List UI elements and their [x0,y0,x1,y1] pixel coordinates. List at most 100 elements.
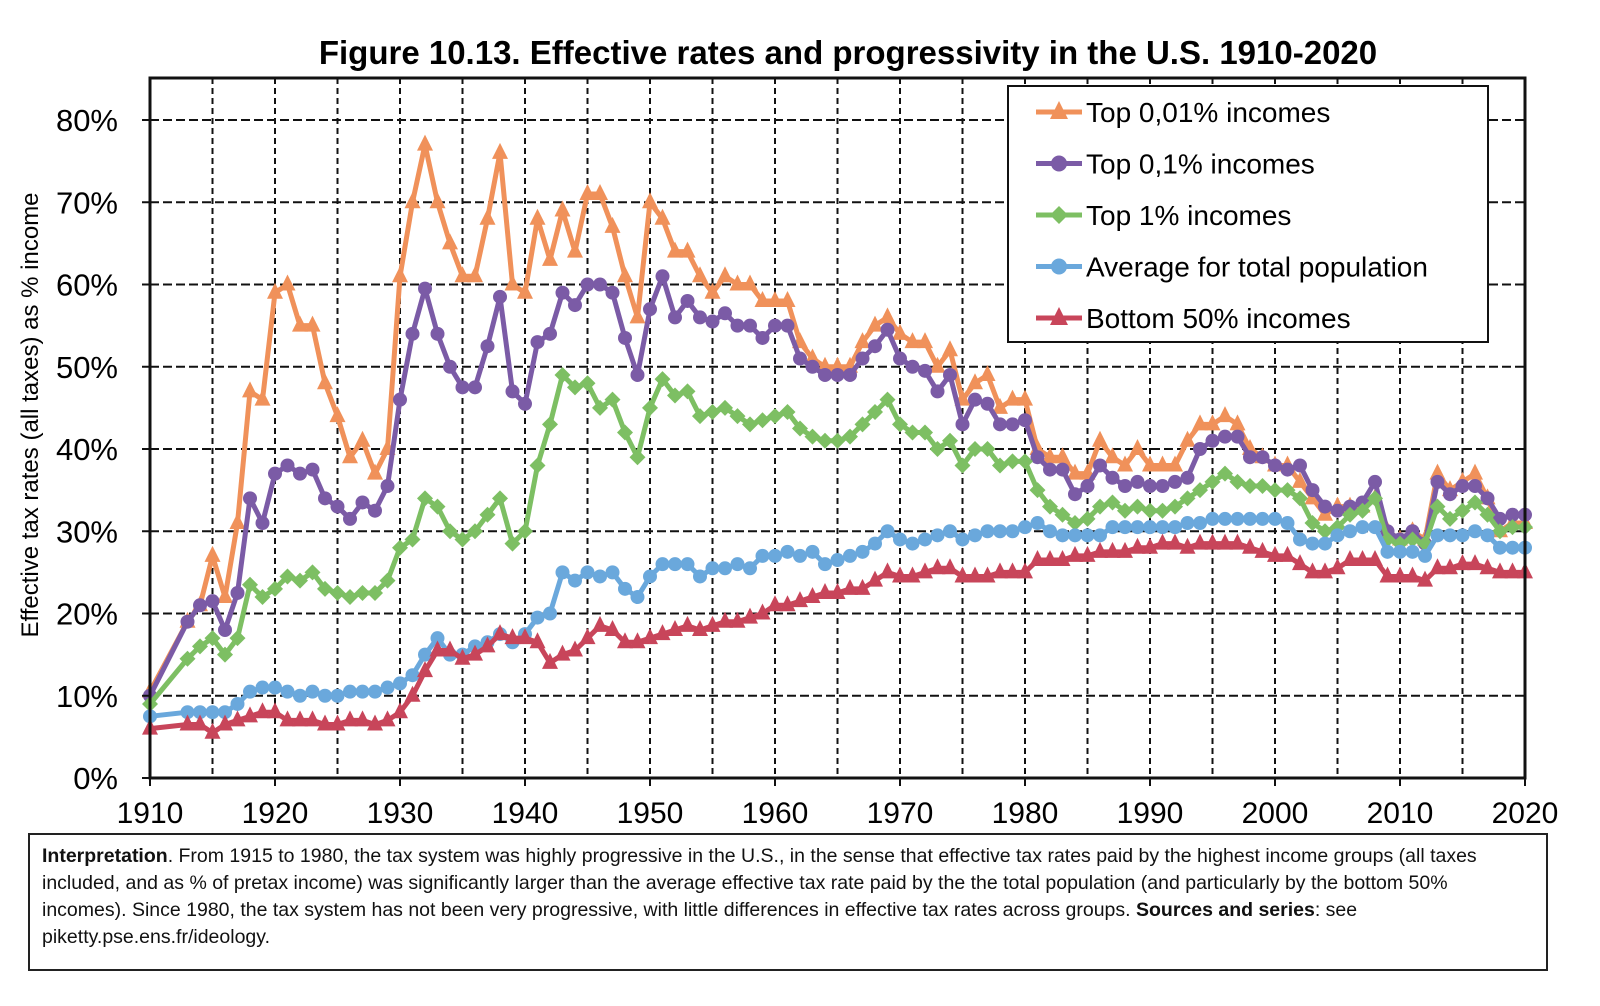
data-point [1243,511,1257,526]
data-point [1142,455,1158,472]
data-point [254,589,271,606]
data-point [305,462,320,477]
plot-frame [148,76,1527,780]
chart-title: Figure 10.13. Effective rates and progre… [319,34,1377,71]
axes: 0% 10% 20% 30% 40% 50% 60% 70% 80% 1910 1920 1930 19… [56,76,1558,830]
data-point [1154,502,1171,519]
data-point [942,558,958,575]
data-point [617,424,633,441]
data-point [1080,528,1095,543]
data-point [479,208,496,225]
data-point [1280,462,1295,477]
data-point [1080,479,1095,494]
data-point [804,428,821,445]
data-point [493,289,507,304]
data-point [830,553,845,568]
data-point [1104,447,1121,464]
data-point [218,705,232,720]
data-point [1255,511,1270,526]
y-tick-label: 10% [56,679,118,714]
data-point [768,318,782,333]
data-point [1092,498,1108,515]
data-point [604,391,621,408]
data-point [1267,482,1283,499]
data-point [830,367,845,382]
data-point [629,449,646,466]
data-point [179,650,196,667]
data-point [205,594,220,609]
y-tick-label: 40% [56,432,118,467]
data-point [743,318,757,333]
data-point [1042,550,1058,567]
data-point [579,375,596,392]
data-point [192,638,208,655]
data-point [529,208,546,225]
data-point [417,490,433,507]
data-point [968,528,982,543]
data-point [1417,570,1433,587]
data-point [643,569,657,584]
data-point [692,619,708,636]
data-point [1130,520,1145,535]
data-point [492,490,508,507]
data-point [967,373,983,390]
data-point [380,680,395,695]
data-point [393,676,407,691]
data-point [1504,519,1521,536]
data-point [1317,523,1333,540]
data-point [1042,447,1058,464]
data-point [1005,417,1020,432]
legend-item: Top 0,1% incomes [1036,149,1315,180]
gridlines [150,78,1525,778]
data-point [404,531,421,548]
data-point [1418,548,1432,563]
data-point [329,406,346,423]
data-point [1180,470,1195,485]
data-point [754,290,771,307]
data-point [418,647,432,662]
data-point [893,532,907,547]
data-point [680,557,695,572]
legend-marker-icon [1050,307,1068,325]
data-point [1030,450,1045,465]
data-point [1305,536,1320,551]
data-point [955,417,970,432]
series-4 [142,533,1533,739]
data-point [1492,523,1508,540]
data-point [1117,502,1133,519]
data-point [1343,524,1357,539]
data-point [355,684,370,699]
data-point [342,710,358,727]
data-point [755,330,770,345]
data-point [1154,533,1171,550]
data-point [379,710,396,727]
data-point [404,192,421,209]
data-point [792,591,808,608]
data-point [930,528,945,543]
y-tick-label: 30% [56,514,118,549]
data-point [468,380,482,395]
y-tick-label: 20% [56,597,118,632]
data-point [1229,414,1246,431]
data-point [480,339,495,354]
data-point [854,332,871,349]
data-point [1429,558,1446,575]
data-point [555,285,570,300]
data-point [1030,516,1045,531]
data-point [1017,562,1033,579]
data-point [1179,490,1196,507]
data-point [567,640,583,657]
data-point [854,578,871,595]
data-point [968,392,982,407]
data-point [1405,544,1420,559]
data-point [1180,516,1195,531]
data-point [618,330,632,345]
data-point [430,326,445,341]
data-point [1404,566,1421,583]
data-point [542,652,558,669]
data-point [380,479,395,494]
data-point [292,315,308,332]
data-point [180,705,195,720]
data-point [354,430,371,447]
data-point [292,710,308,727]
